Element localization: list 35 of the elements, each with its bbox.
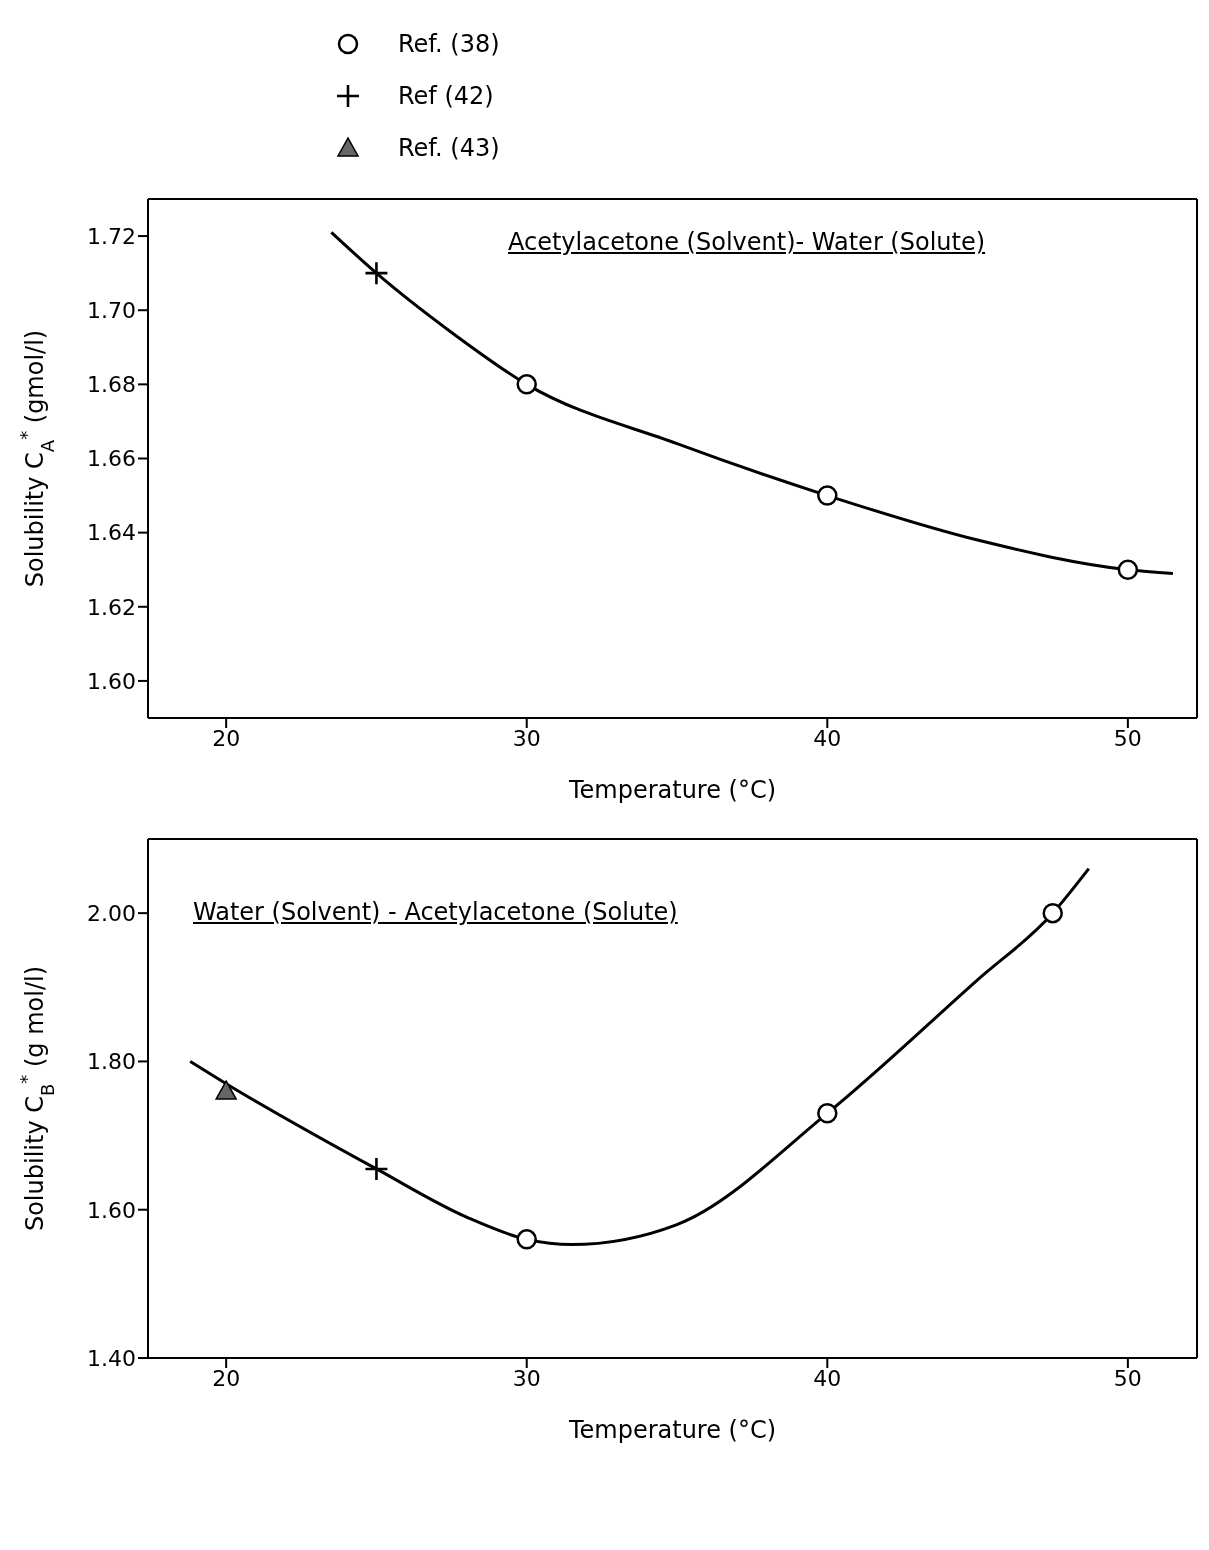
x-tick-label: 50 (1113, 725, 1142, 751)
x-tick-label: 40 (813, 725, 842, 751)
y-tick-label: 1.72 (87, 223, 136, 249)
y-tick-label: 1.80 (87, 1049, 136, 1075)
y-tick-label: 2.00 (87, 900, 136, 926)
annotation: Acetylacetone (Solvent)- Water (Solute) (508, 228, 986, 256)
point (516, 374, 537, 395)
x-axis-title: Temperature (°C) (567, 1416, 777, 1444)
legend-label: Ref. (43) (398, 134, 500, 162)
x-tick-label: 20 (212, 725, 241, 751)
point (516, 1229, 537, 1250)
y-tick-label: 1.60 (87, 668, 136, 694)
x-axis-title: Temperature (°C) (567, 776, 777, 804)
y-tick-label: 1.62 (87, 594, 136, 620)
y-tick-label: 1.66 (87, 446, 136, 472)
x-tick-label: 20 (212, 1365, 241, 1391)
x-tick-label: 30 (512, 725, 541, 751)
y-tick-label: 1.68 (87, 372, 136, 398)
x-tick-label: 30 (512, 1365, 541, 1391)
point (817, 485, 838, 506)
legend-label: Ref (42) (398, 82, 494, 110)
x-tick-label: 50 (1113, 1365, 1142, 1391)
point (215, 1080, 237, 1100)
y-tick-label: 1.64 (87, 520, 136, 546)
x-tick-label: 40 (813, 1365, 842, 1391)
y-tick-label: 1.70 (87, 298, 136, 324)
point (365, 262, 388, 285)
point (1042, 902, 1063, 924)
y-tick-label: 1.40 (87, 1345, 136, 1371)
annotation: Water (Solvent) - Acetylacetone (Solute) (193, 898, 678, 926)
y-tick-label: 1.60 (87, 1197, 136, 1223)
point (1117, 559, 1139, 580)
legend-label: Ref. (38) (398, 30, 500, 58)
point (365, 1157, 388, 1180)
point (817, 1103, 838, 1124)
